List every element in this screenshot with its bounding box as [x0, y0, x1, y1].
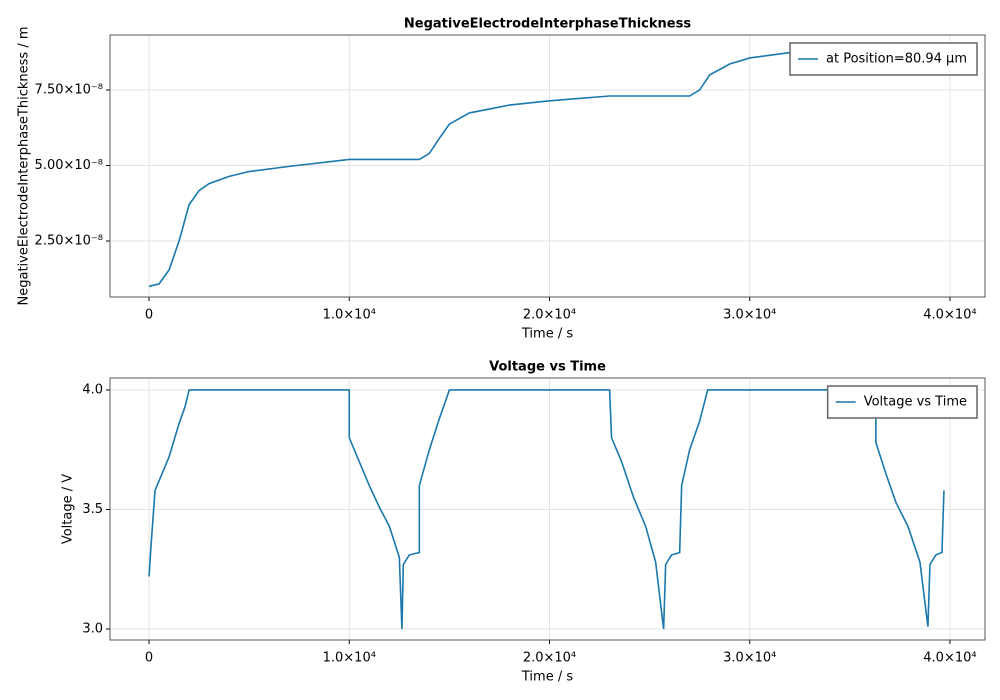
legend-label: at Position=80.94 µm	[826, 52, 967, 67]
x-tick-label: 1.0×10⁴	[323, 308, 376, 323]
legend: Voltage vs Time	[826, 385, 978, 419]
y-tick-label: 7.50×10⁻⁸	[35, 82, 103, 97]
x-tick-label: 2.0×10⁴	[523, 651, 576, 666]
chart-title: NegativeElectrodeInterphaseThickness	[404, 17, 691, 32]
x-tick-label: 0	[145, 651, 153, 666]
data-line	[148, 389, 945, 630]
x-tick-label: 4.0×10⁴	[923, 651, 976, 666]
legend-box	[789, 42, 978, 76]
y-tick-label: 3.5	[82, 502, 103, 517]
x-tick-label: 4.0×10⁴	[923, 308, 976, 323]
y-axis-label: NegativeElectrodeInterphaseThickness / m	[17, 27, 32, 306]
x-tick-label: 1.0×10⁴	[323, 651, 376, 666]
x-axis-label: Time / s	[521, 670, 573, 685]
y-tick-label: 2.50×10⁻⁸	[35, 233, 103, 248]
x-tick-label: 2.0×10⁴	[523, 308, 576, 323]
x-axis-label: Time / s	[521, 327, 573, 342]
x-tick-label: 0	[145, 308, 153, 323]
legend: at Position=80.94 µm	[789, 42, 978, 76]
plot-frame	[109, 377, 986, 641]
y-tick-label: 4.0	[82, 382, 103, 397]
chart-title: Voltage vs Time	[489, 360, 606, 375]
y-axis-label: Voltage / V	[61, 474, 76, 544]
plot-frame	[109, 34, 986, 298]
x-tick-label: 3.0×10⁴	[723, 651, 776, 666]
y-tick-label: 3.0	[82, 622, 103, 637]
legend-label: Voltage vs Time	[864, 395, 967, 410]
legend-box	[826, 385, 978, 419]
x-tick-label: 3.0×10⁴	[723, 308, 776, 323]
data-line	[148, 48, 942, 288]
y-tick-label: 5.00×10⁻⁸	[35, 158, 103, 173]
